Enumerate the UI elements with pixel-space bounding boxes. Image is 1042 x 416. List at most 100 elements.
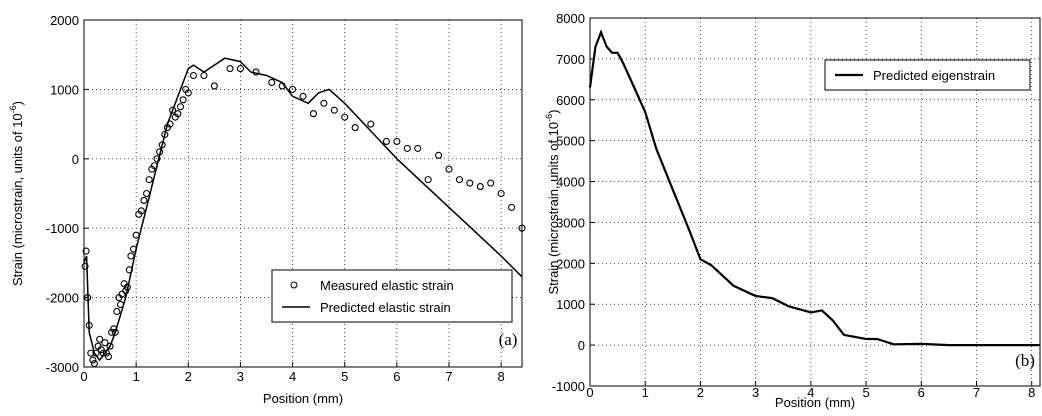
marker — [140, 196, 148, 204]
marker — [382, 137, 390, 145]
marker — [97, 346, 105, 354]
marker — [132, 231, 140, 239]
marker — [127, 252, 135, 260]
marker — [466, 179, 474, 187]
y-tick-label: 6000 — [556, 93, 585, 108]
marker — [289, 85, 297, 93]
panel-label: (a) — [499, 330, 518, 349]
x-tick-label: 2 — [697, 385, 704, 400]
y-tick-label: 0 — [578, 338, 585, 353]
y-axis-label: Strain (microstrain, units of 10-6) — [8, 101, 25, 286]
y-axis-label-end: ) — [10, 101, 25, 105]
marker — [176, 103, 185, 111]
x-tick-label: 8 — [498, 369, 505, 384]
x-tick-label: 1 — [642, 385, 649, 400]
marker — [96, 335, 104, 343]
y-axis-label-text: Strain (microstrain, units of 10 — [10, 113, 25, 286]
legend-marker — [290, 281, 298, 289]
y-tick-label: 4000 — [556, 175, 585, 190]
x-tick-label: 2 — [185, 369, 192, 384]
x-tick-label: 3 — [237, 369, 244, 384]
marker — [330, 106, 338, 114]
marker — [189, 71, 198, 80]
x-tick-label: 8 — [1028, 385, 1035, 400]
y-axis-label-sup: -6 — [8, 105, 18, 113]
y-tick-label: 5000 — [556, 134, 585, 149]
marker — [309, 110, 317, 118]
marker — [299, 92, 307, 100]
marker — [169, 106, 177, 114]
marker — [104, 353, 113, 361]
marker — [268, 78, 276, 87]
marker — [111, 328, 119, 336]
y-axis-label: Strain (microstrain, units of 10-6) — [544, 109, 561, 294]
x-tick-label: 3 — [752, 385, 759, 400]
y-tick-label: 2000 — [50, 13, 79, 28]
y-tick-label: 2000 — [556, 256, 585, 271]
x-tick-label: 6 — [918, 385, 925, 400]
marker — [90, 359, 98, 368]
marker — [497, 189, 505, 198]
x-axis-label: Position (mm) — [263, 391, 343, 406]
marker — [403, 144, 411, 152]
marker — [174, 110, 182, 118]
plot-frame — [83, 19, 523, 368]
marker — [184, 89, 192, 97]
series-line — [588, 29, 1040, 347]
x-tick-label: 7 — [973, 385, 980, 400]
y-tick-label: 0 — [72, 152, 79, 167]
legend-label: Predicted elastic strain — [320, 300, 451, 315]
marker — [518, 224, 526, 232]
x-tick-label: 7 — [445, 369, 452, 384]
marker — [210, 82, 218, 90]
legend-label: Predicted eigenstrain — [873, 68, 995, 83]
y-axis-label-sup: -6 — [544, 114, 554, 122]
marker — [320, 99, 328, 107]
y-tick-label: 3000 — [556, 215, 585, 230]
y-tick-label: -3000 — [46, 360, 79, 375]
legend-label: Measured elastic strain — [320, 278, 454, 293]
marker — [101, 339, 109, 347]
x-tick-label: 4 — [807, 385, 814, 400]
plot-frame — [589, 17, 1041, 387]
y-tick-label: 8000 — [556, 11, 585, 26]
x-tick-label: 4 — [289, 369, 296, 384]
x-tick-label: 6 — [393, 369, 400, 384]
x-tick-label: 0 — [586, 385, 593, 400]
y-tick-label: 1000 — [50, 82, 79, 97]
marker — [367, 120, 375, 128]
y-tick-label: 1000 — [556, 297, 585, 312]
marker — [82, 247, 90, 255]
marker — [145, 176, 153, 184]
marker — [236, 65, 244, 73]
marker — [113, 307, 121, 316]
marker — [435, 151, 443, 159]
y-axis-label-text: Strain (microstrain, units of 10 — [546, 122, 561, 295]
marker — [81, 262, 89, 270]
marker — [106, 342, 114, 350]
series-line — [83, 57, 523, 362]
marker — [351, 124, 359, 132]
marker — [476, 183, 484, 191]
marker — [445, 165, 453, 173]
marker — [179, 96, 187, 104]
x-tick-label: 1 — [133, 369, 140, 384]
marker — [200, 71, 208, 80]
marker — [226, 65, 234, 73]
marker — [508, 203, 516, 211]
y-tick-label: -1000 — [552, 379, 585, 394]
y-tick-label: -1000 — [46, 221, 79, 236]
marker — [393, 137, 401, 145]
marker — [424, 176, 432, 184]
marker — [487, 179, 495, 187]
marker — [414, 144, 422, 152]
marker — [143, 189, 151, 198]
x-tick-label: 5 — [341, 369, 348, 384]
marker — [153, 155, 161, 163]
marker — [137, 207, 145, 215]
panel-label: (b) — [1015, 351, 1035, 370]
marker — [89, 356, 97, 364]
x-tick-label: 5 — [862, 385, 869, 400]
